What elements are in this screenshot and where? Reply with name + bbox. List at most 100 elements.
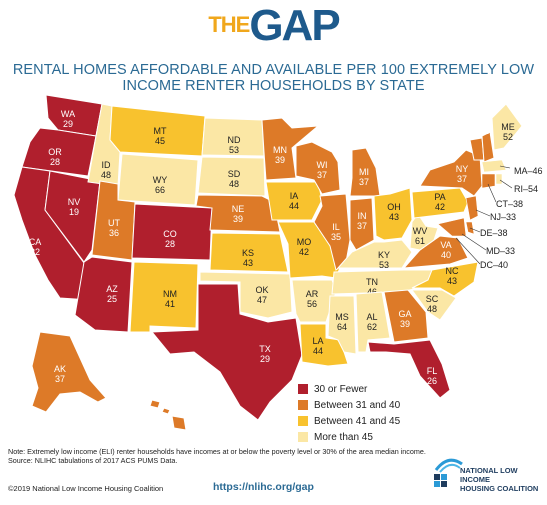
nlihc-link[interactable]: https://nlihc.org/gap [213, 481, 314, 493]
legend-swatch [298, 400, 308, 410]
state-label-GA: GA [398, 309, 411, 319]
state-value-WA: 29 [63, 119, 73, 129]
legend-label: Between 31 and 40 [314, 399, 401, 411]
state-value-IL: 35 [331, 232, 341, 242]
legend-label: 30 or Fewer [314, 383, 368, 395]
state-label-UT: UT [108, 218, 120, 228]
state-label-WI: WI [317, 160, 328, 170]
legend-item-yellow: Between 41 and 45 [298, 413, 400, 429]
title-line-1: RENTAL HOMES AFFORDABLE AND AVAILABLE PE… [12, 62, 535, 78]
map-title: RENTAL HOMES AFFORDABLE AND AVAILABLE PE… [10, 62, 537, 94]
state-label-AL: AL [366, 312, 377, 322]
house-icon [434, 458, 463, 487]
state-value-NM: 41 [165, 299, 175, 309]
state-value-VA: 40 [441, 250, 451, 260]
callout-CT: CT–38 [496, 199, 523, 209]
logo-the: THE [208, 12, 250, 37]
logo-gap: GAP [249, 1, 340, 50]
state-value-NH: 31 [479, 126, 489, 136]
state-value-LA: 44 [313, 346, 323, 356]
state-label-IA: IA [290, 191, 299, 201]
state-label-FL: FL [427, 366, 438, 376]
state-label-MS: MS [335, 312, 349, 322]
state-value-OK: 47 [257, 295, 267, 305]
state-value-WY: 66 [155, 185, 165, 195]
source-note: Note: Extremely low income (ELI) renter … [8, 447, 426, 465]
state-label-WV: WV [413, 226, 428, 236]
state-label-SC: SC [426, 294, 439, 304]
state-value-MI: 37 [359, 177, 369, 187]
state-value-ME: 52 [503, 132, 513, 142]
state-value-NV: 19 [69, 207, 79, 217]
org-line-1: NATIONAL LOW INCOME [460, 466, 518, 484]
state-value-UT: 36 [109, 228, 119, 238]
legend-item-red: 30 or Fewer [298, 381, 400, 397]
state-label-NC: NC [446, 266, 459, 276]
nlihc-wordmark: NATIONAL LOW INCOME HOUSING COALITION [460, 466, 542, 493]
state-label-IN: IN [358, 211, 367, 221]
state-value-CO: 28 [165, 239, 175, 249]
state-label-VA: VA [440, 240, 451, 250]
state-label-KS: KS [242, 248, 254, 258]
legend: 30 or Fewer Between 31 and 40 Between 41… [298, 381, 400, 445]
state-value-NC: 43 [447, 276, 457, 286]
state-label-OR: OR [48, 147, 62, 157]
state-value-AR: 56 [307, 299, 317, 309]
callout-DC: DC–40 [480, 260, 508, 270]
nlihc-logo: NATIONAL LOW INCOME HOUSING COALITION [432, 452, 542, 496]
state-value-NY: 37 [457, 174, 467, 184]
legend-label: Between 41 and 45 [314, 415, 401, 427]
state-CT [481, 173, 496, 189]
state-MA [481, 159, 507, 173]
state-label-ME: ME [501, 122, 515, 132]
state-label-NV: NV [68, 197, 81, 207]
state-label-HI: HI [166, 430, 175, 440]
state-MD [437, 217, 467, 237]
state-label-OK: OK [255, 285, 268, 295]
state-value-GA: 39 [400, 319, 410, 329]
legend-item-orange: Between 31 and 40 [298, 397, 400, 413]
legend-item-light: More than 45 [298, 429, 400, 445]
callout-line-NJ [475, 209, 491, 217]
state-RI [495, 173, 503, 185]
state-label-AZ: AZ [106, 284, 118, 294]
state-label-CO: CO [163, 229, 177, 239]
callout-NJ: NJ–33 [490, 212, 516, 222]
state-label-SD: SD [228, 169, 241, 179]
state-value-CA: 22 [30, 247, 40, 257]
state-value-AK: 37 [55, 374, 65, 384]
callout-RI: RI–54 [514, 184, 538, 194]
state-value-AZ: 25 [107, 294, 117, 304]
state-label-ID: ID [102, 160, 112, 170]
callout-MD: MD–33 [486, 246, 515, 256]
state-value-MS: 64 [337, 322, 347, 332]
state-label-MN: MN [273, 145, 287, 155]
legend-swatch [298, 416, 308, 426]
state-label-MT: MT [154, 126, 167, 136]
state-value-TX: 29 [260, 354, 270, 364]
state-label-MO: MO [297, 237, 312, 247]
state-value-PA: 42 [435, 202, 445, 212]
state-value-MO: 42 [299, 247, 309, 257]
